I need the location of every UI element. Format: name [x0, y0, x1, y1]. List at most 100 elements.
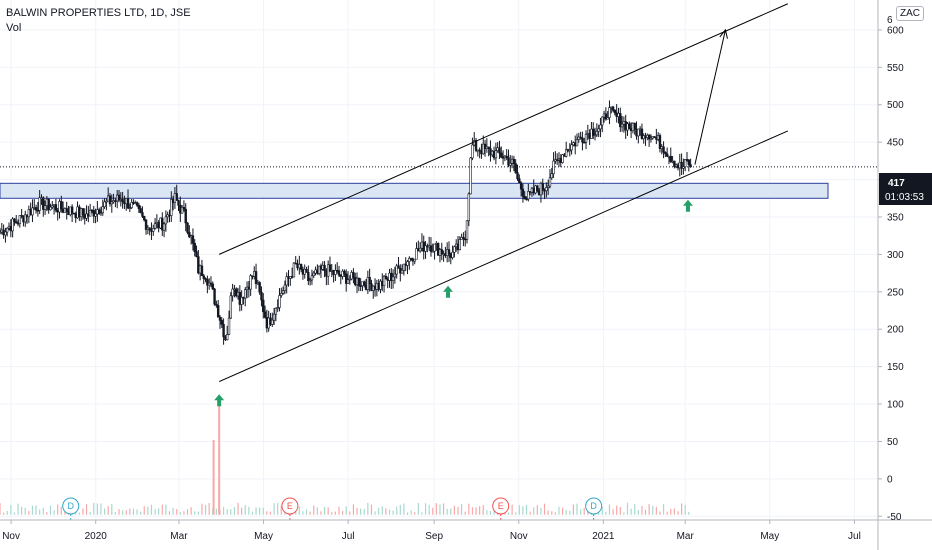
volume-bar	[248, 506, 250, 515]
volume-bar	[194, 511, 196, 515]
volume-bar	[323, 506, 326, 515]
candle-body	[108, 195, 112, 205]
price-tick-label: 100	[887, 400, 904, 411]
candle-body	[606, 117, 609, 120]
volume-bar	[558, 506, 560, 515]
candle-body	[487, 146, 490, 149]
candle-body	[258, 282, 261, 293]
volume-bar	[634, 503, 636, 515]
candle-body	[281, 290, 285, 294]
candle-body	[202, 275, 205, 279]
volume-label[interactable]: Vol	[6, 22, 22, 34]
volume-bar	[522, 506, 524, 515]
candle-body	[184, 208, 187, 224]
volume-bar	[525, 504, 528, 515]
candle-body	[240, 297, 243, 305]
candle-body	[272, 313, 276, 321]
candle-body	[34, 207, 38, 211]
candle-body	[51, 205, 54, 208]
candle-body	[213, 288, 216, 305]
volume-bar	[576, 503, 578, 515]
volume-bar	[277, 502, 279, 515]
channel-upper-line	[218, 3, 789, 255]
volume-bar	[378, 507, 380, 515]
volume-bar	[623, 512, 625, 515]
volume-bar	[439, 504, 441, 515]
price-axis[interactable]: -500501001502002503003504004505005506006	[878, 15, 904, 523]
candle-body	[673, 160, 676, 167]
volume-bar	[208, 502, 210, 515]
candle-body	[143, 216, 146, 221]
currency-label[interactable]: ZAC	[896, 6, 924, 21]
candle-body	[260, 291, 263, 301]
volume-bar	[82, 508, 84, 515]
candle-body	[191, 235, 195, 244]
candle-body	[494, 150, 498, 159]
trend-drawings[interactable]	[0, 3, 878, 383]
time-axis[interactable]: Nov 2020 Mar May Jul Sep Nov 2021 Mar May Jul	[2, 520, 861, 542]
volume-bar	[464, 511, 466, 515]
candle-body	[345, 273, 348, 284]
volume-bar	[605, 511, 607, 515]
volume-bar	[388, 509, 391, 515]
candle-body	[299, 264, 303, 270]
symbol-title[interactable]: BALWIN PROPERTIES LTD, 1D, JSE	[6, 7, 191, 19]
volume-bar	[201, 503, 203, 515]
candle-body	[500, 152, 503, 158]
candle-body	[664, 151, 667, 155]
candle-body	[359, 285, 362, 287]
candle-body	[42, 197, 45, 210]
candle-body	[200, 265, 204, 277]
plot-area[interactable]	[0, 0, 878, 520]
volume-bar	[161, 504, 163, 515]
volume-bar	[662, 504, 665, 515]
candle-body	[206, 279, 209, 286]
time-tick-label: Mar	[677, 531, 695, 542]
volume-bar	[154, 509, 156, 515]
volume-bar	[233, 507, 236, 515]
candle-body	[337, 270, 341, 276]
candle-body	[521, 188, 525, 197]
volume-bar	[237, 502, 239, 515]
volume-bar	[396, 506, 398, 515]
candle-body	[653, 136, 656, 139]
target-arrow-head	[719, 28, 728, 39]
candle-body	[6, 227, 9, 233]
candle-body	[357, 277, 361, 286]
candle-body	[604, 113, 608, 120]
volume-bar	[241, 507, 243, 515]
volume-bar	[132, 508, 135, 515]
volume-bar	[28, 510, 30, 515]
volume-bar	[529, 511, 531, 515]
candle-body	[608, 107, 611, 118]
volume-bar	[107, 506, 109, 515]
price-tick-label: 250	[887, 287, 904, 298]
candle-body	[121, 199, 124, 203]
candle-body	[103, 201, 106, 207]
volume-bar	[385, 508, 387, 515]
volume-bar	[114, 512, 117, 515]
volume-bar	[150, 504, 153, 515]
candle-body	[348, 278, 352, 281]
candle-body	[186, 222, 189, 233]
volume-bar	[75, 511, 77, 515]
candle-body	[285, 276, 288, 286]
volume-bar	[515, 512, 517, 515]
volume-bar	[143, 506, 145, 515]
price-tick-label: 300	[887, 250, 904, 261]
candle-body	[640, 128, 644, 139]
earnings-icon	[492, 497, 510, 515]
candle-body	[395, 265, 398, 275]
candle-body	[424, 245, 427, 252]
candle-body	[581, 137, 584, 143]
volume-bar	[583, 507, 585, 515]
candle-body	[175, 193, 178, 201]
candle-body	[601, 116, 604, 126]
candle-body	[647, 134, 651, 140]
candle-body	[523, 196, 526, 200]
candle-body	[680, 162, 683, 169]
candle-body	[584, 134, 588, 143]
candle-body	[593, 134, 597, 137]
